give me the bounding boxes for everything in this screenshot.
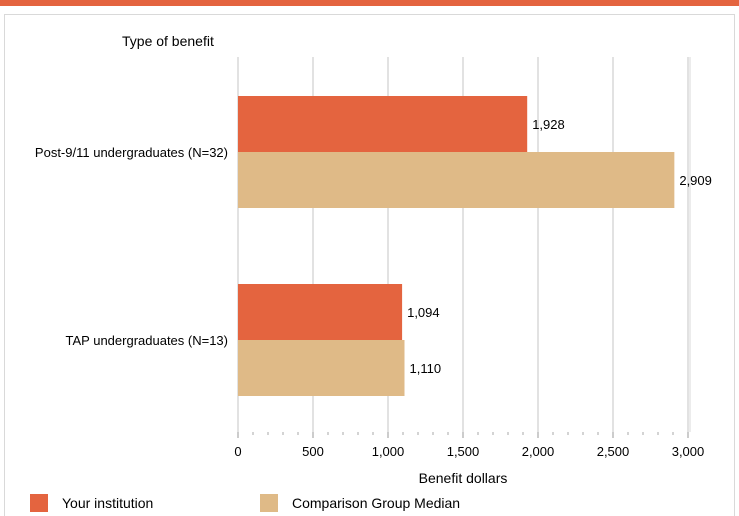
- x-tick-label: 1,000: [372, 444, 405, 459]
- legend-swatch-your-institution: [30, 494, 48, 512]
- x-tick-label: 0: [234, 444, 241, 459]
- legend-swatch-comparison: [260, 494, 278, 512]
- x-tick-label: 2,000: [522, 444, 555, 459]
- bar-your-institution: [238, 284, 403, 340]
- data-label: 1,928: [532, 117, 565, 132]
- data-label: 2,909: [679, 173, 712, 188]
- bar-your-institution: [238, 96, 528, 152]
- x-tick-label: 1,500: [447, 444, 480, 459]
- y-category-label: Post-9/11 undergraduates (N=32): [35, 145, 228, 160]
- legend-item-comparison: Comparison Group Median: [260, 494, 460, 512]
- x-tick-label: 500: [302, 444, 324, 459]
- data-label: 1,094: [407, 305, 440, 320]
- data-label: 1,110: [410, 361, 442, 376]
- bar-comparison: [238, 152, 675, 208]
- legend: Your institution Comparison Group Median: [30, 494, 730, 516]
- x-tick-label: 3,000: [672, 444, 705, 459]
- y-axis-title: Type of benefit: [122, 33, 214, 49]
- legend-label-your-institution: Your institution: [62, 495, 154, 511]
- x-tick-label: 2,500: [597, 444, 630, 459]
- chart-panel: [4, 14, 735, 516]
- bar-comparison: [238, 340, 405, 396]
- x-axis-title: Benefit dollars: [419, 470, 508, 486]
- legend-item-your-institution: Your institution: [30, 494, 153, 512]
- accent-bar: [0, 0, 739, 6]
- legend-label-comparison: Comparison Group Median: [292, 495, 461, 511]
- y-category-label: TAP undergraduates (N=13): [66, 333, 228, 348]
